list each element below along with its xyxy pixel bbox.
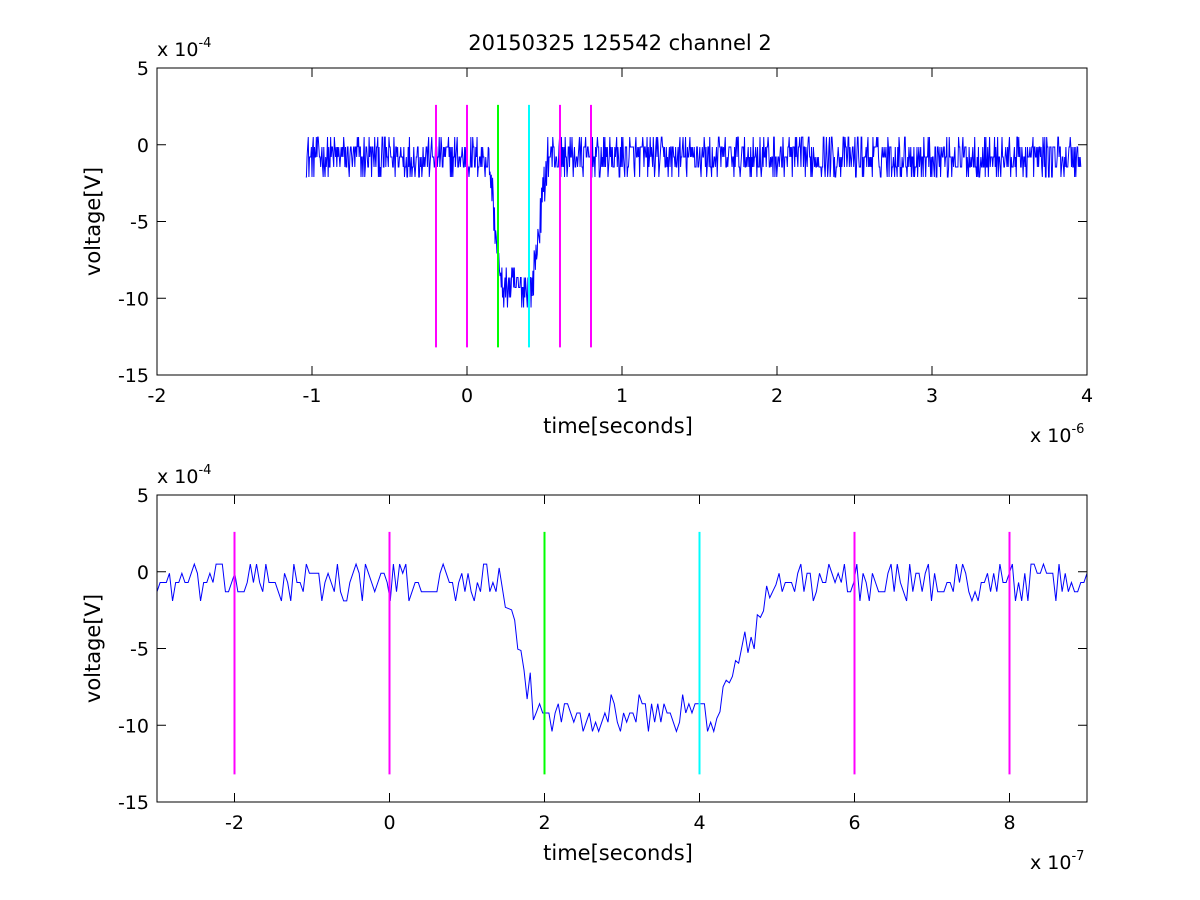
y-tick-label: -5 — [130, 212, 149, 234]
x-axis-label: time[seconds] — [543, 841, 693, 865]
bottom-plot: -2 0 2 4 6 8 -15 -10 -5 0 5 time[seconds] voltage[V]… — [81, 463, 1088, 874]
x-tick-label: 3 — [926, 385, 938, 407]
y-tick-label: 0 — [137, 562, 149, 584]
x-tick-label: 4 — [1081, 385, 1093, 407]
y-tick-label: -15 — [118, 792, 149, 814]
y-tick-label: 5 — [137, 58, 149, 80]
y-exponent-label: x 10-4 — [157, 463, 211, 488]
x-axis-label: time[seconds] — [543, 414, 693, 438]
x-tick-label: 6 — [848, 812, 860, 834]
signal-trace — [305, 136, 1082, 308]
x-tick-label: -2 — [148, 385, 167, 407]
x-exponent-label: x 10-6 — [1030, 422, 1084, 447]
x-tick-label: 2 — [538, 812, 550, 834]
axes-box — [156, 494, 1088, 803]
y-tick-label: 5 — [137, 485, 149, 507]
x-tick-label: -1 — [303, 385, 322, 407]
x-exponent-label: x 10-7 — [1030, 849, 1084, 874]
x-tick-label: 8 — [1003, 812, 1015, 834]
y-tick-label: -10 — [118, 288, 149, 310]
axes-box — [156, 67, 1088, 376]
figure-title: 20150325 125542 channel 2 — [468, 31, 772, 55]
x-tick-label: 2 — [771, 385, 783, 407]
y-tick-label: -15 — [118, 365, 149, 387]
x-tick-label: 0 — [383, 812, 395, 834]
top-plot: -2 -1 0 1 2 3 4-15-10-505time[seconds]voltage[… — [81, 36, 1093, 447]
signal-trace — [156, 562, 1088, 734]
y-axis-label: voltage[V] — [81, 167, 105, 276]
y-tick-label: -10 — [118, 715, 149, 737]
y-tick-label: 0 — [137, 135, 149, 157]
x-tick-label: 4 — [693, 812, 705, 834]
y-tick-label: -5 — [130, 639, 149, 661]
x-tick-label: 1 — [616, 385, 628, 407]
y-axis-label: voltage[V] — [81, 594, 105, 703]
y-exponent-label: x 10-4 — [157, 36, 211, 61]
x-tick-label: -2 — [225, 812, 244, 834]
x-tick-label: 0 — [461, 385, 473, 407]
